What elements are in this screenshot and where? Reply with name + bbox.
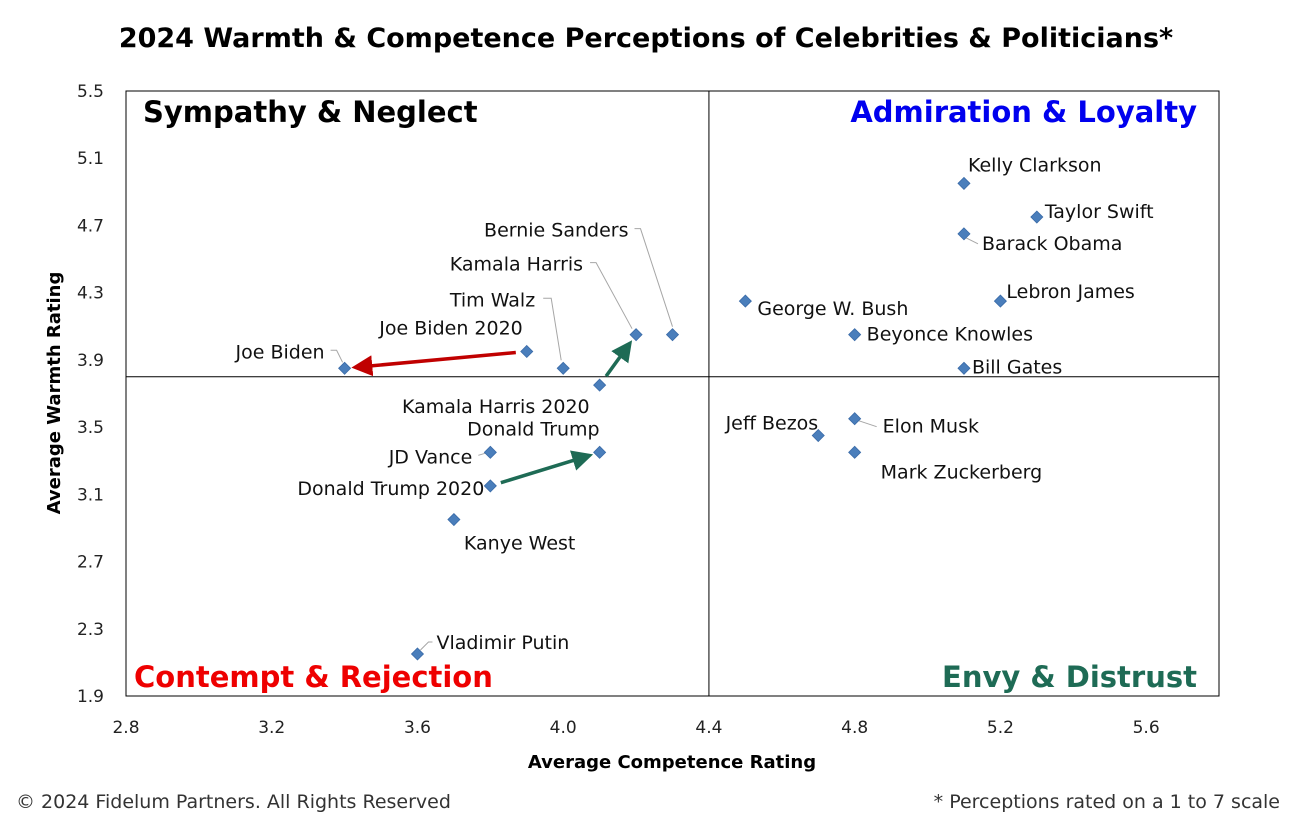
chart-title: 2024 Warmth & Competence Perceptions of … <box>119 23 1173 54</box>
marker-bernie-sanders <box>665 328 680 342</box>
marker-donald-trump-2020 <box>483 479 497 493</box>
marker-vladimir-putin <box>410 647 425 661</box>
label-kamala-harris-2020: Kamala Harris 2020 <box>402 396 590 418</box>
label-leader-lines <box>330 228 979 651</box>
label-lebron-james: Lebron James <box>1006 281 1134 303</box>
marker-barack-obama <box>957 227 971 241</box>
marker-bill-gates <box>957 361 971 375</box>
y-tick-label: 5.5 <box>77 82 104 102</box>
leader-vladimir-putin <box>420 641 433 651</box>
marker-joe-biden-2020 <box>520 344 534 359</box>
y-tick-label: 3.5 <box>77 418 104 438</box>
y-axis-label: Average Warmth Rating <box>44 272 65 515</box>
y-tick-label: 2.7 <box>77 553 104 573</box>
plot-area <box>125 90 1220 697</box>
change-arrows <box>351 340 633 485</box>
marker-mark-zuckerberg <box>848 445 862 459</box>
marker-elon-musk <box>848 412 862 426</box>
x-tick-label: 2.8 <box>112 718 139 738</box>
label-tim-walz: Tim Walz <box>449 289 535 311</box>
arrow-kamala-harris-2020-to-kamala-harris <box>604 340 633 378</box>
x-tick-label: 4.0 <box>550 718 577 738</box>
quadrant-label-envy-distrust: Envy & Distrust <box>942 660 1197 694</box>
x-tick-label: 5.6 <box>1133 718 1160 738</box>
label-joe-biden: Joe Biden <box>235 341 325 363</box>
y-tick-label: 4.7 <box>77 216 104 236</box>
y-tick-label: 5.1 <box>77 149 104 169</box>
x-tick-label: 5.2 <box>987 718 1014 738</box>
marker-george-w-bush <box>738 294 752 308</box>
label-jd-vance: JD Vance <box>388 446 473 468</box>
label-kanye-west: Kanye West <box>464 533 576 555</box>
leader-barack-obama <box>965 237 979 245</box>
label-bernie-sanders: Bernie Sanders <box>484 220 628 242</box>
x-axis-label: Average Competence Rating <box>528 752 816 773</box>
x-tick-label: 3.2 <box>258 718 285 738</box>
quadrant-dividers <box>126 91 1219 696</box>
label-beyonce-knowles: Beyonce Knowles <box>867 324 1033 346</box>
leader-kamala-harris <box>590 262 633 329</box>
label-donald-trump: Donald Trump <box>467 418 600 440</box>
marker-jeff-bezos <box>811 428 825 443</box>
label-taylor-swift: Taylor Swift <box>1044 201 1154 223</box>
y-axis-ticks: 1.9 2.3 2.7 3.1 3.5 3.9 4.3 4.7 5.1 5.5 <box>77 82 104 707</box>
label-kelly-clarkson: Kelly Clarkson <box>968 154 1102 176</box>
quadrant-label-admiration-loyalty: Admiration & Loyalty <box>850 95 1197 129</box>
y-tick-label: 2.3 <box>77 620 104 640</box>
marker-taylor-swift <box>1030 210 1044 224</box>
arrow-donald-trump-2020-to-donald-trump <box>500 450 594 485</box>
x-tick-label: 4.8 <box>841 718 868 738</box>
data-labels: Kelly Clarkson Taylor Swift Barack Obama Le… <box>235 154 1154 654</box>
x-tick-label: 4.4 <box>695 718 722 738</box>
marker-donald-trump <box>593 445 607 459</box>
x-tick-label: 3.6 <box>404 718 431 738</box>
quadrant-label-sympathy-neglect: Sympathy & Neglect <box>143 95 478 129</box>
y-tick-label: 1.9 <box>77 687 104 707</box>
label-barack-obama: Barack Obama <box>982 233 1122 255</box>
marker-kanye-west <box>447 512 461 527</box>
marker-beyonce-knowles <box>848 328 862 342</box>
leader-tim-walz <box>543 297 562 361</box>
leader-elon-musk <box>858 420 877 428</box>
marker-kamala-harris <box>629 328 643 342</box>
label-vladimir-putin: Vladimir Putin <box>436 632 569 654</box>
arrow-joe-biden-2020-to-joe-biden <box>351 350 516 377</box>
data-markers <box>338 176 1044 661</box>
y-tick-label: 3.9 <box>77 351 104 371</box>
marker-kamala-harris-2020 <box>593 378 607 392</box>
scale-footnote: * Perceptions rated on a 1 to 7 scale <box>934 791 1280 813</box>
x-axis-ticks: 2.8 3.2 3.6 4.0 4.4 4.8 5.2 5.6 <box>112 718 1159 738</box>
y-tick-label: 3.1 <box>77 485 104 505</box>
label-bill-gates: Bill Gates <box>972 356 1062 378</box>
y-tick-label: 4.3 <box>77 284 104 304</box>
copyright-note: © 2024 Fidelum Partners. All Rights Rese… <box>16 791 451 813</box>
label-kamala-harris: Kamala Harris <box>450 254 583 276</box>
marker-joe-biden <box>338 361 352 375</box>
leader-joe-biden <box>330 349 344 363</box>
label-jeff-bezos: Jeff Bezos <box>725 413 819 435</box>
label-george-w-bush: George W. Bush <box>757 298 908 320</box>
label-donald-trump-2020: Donald Trump 2020 <box>297 478 484 500</box>
quadrant-label-contempt-rejection: Contempt & Rejection <box>134 660 493 694</box>
marker-jd-vance <box>483 445 497 459</box>
label-joe-biden-2020: Joe Biden 2020 <box>378 317 522 339</box>
marker-tim-walz <box>556 361 570 375</box>
label-mark-zuckerberg: Mark Zuckerberg <box>881 461 1043 483</box>
label-elon-musk: Elon Musk <box>883 416 979 438</box>
marker-lebron-james <box>993 294 1007 308</box>
marker-kelly-clarkson <box>957 176 971 190</box>
leader-bernie-sanders <box>634 228 673 327</box>
